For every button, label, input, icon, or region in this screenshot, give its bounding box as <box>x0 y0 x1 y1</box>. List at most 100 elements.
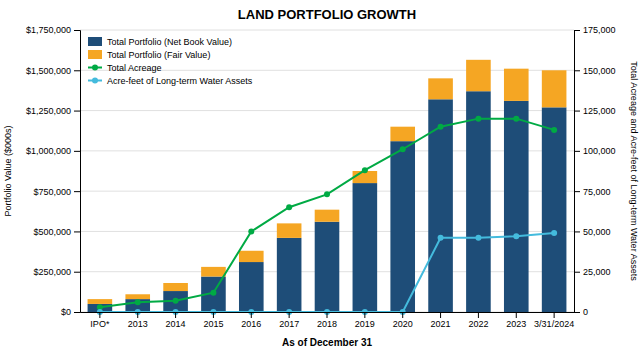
tick: 100,000 <box>574 146 616 156</box>
bar <box>390 141 415 312</box>
y2-axis: 025,00050,00075,000100,000125,000150,000… <box>574 25 616 317</box>
point <box>551 127 557 133</box>
grid-line <box>80 110 574 111</box>
tick: 2023 <box>506 312 526 329</box>
tick: 25,000 <box>574 267 611 277</box>
tick-mark <box>364 312 365 318</box>
legend-swatch <box>88 37 102 46</box>
tick: $1,250,000 <box>26 106 80 116</box>
tick-mark <box>516 312 517 318</box>
bar <box>277 238 302 312</box>
bar <box>315 222 340 312</box>
tick-mark <box>574 272 580 273</box>
point <box>135 299 141 305</box>
point <box>475 235 481 241</box>
tick-mark <box>99 312 100 318</box>
tick: 2022 <box>468 312 488 329</box>
tick: $1,500,000 <box>26 66 80 76</box>
tick-label: 2020 <box>393 319 413 329</box>
bar <box>277 223 302 238</box>
point <box>438 235 444 241</box>
legend-label: Acre-feet of Long-term Water Assets <box>107 76 253 86</box>
tick-mark <box>289 312 290 318</box>
legend-marker <box>92 65 98 71</box>
tick-label: 2022 <box>468 319 488 329</box>
tick-label: $500,000 <box>33 227 71 237</box>
tick: 2014 <box>166 312 186 329</box>
tick-mark <box>74 272 80 273</box>
tick: $500,000 <box>33 227 80 237</box>
tick-mark <box>213 312 214 318</box>
tick-label: 2018 <box>317 319 337 329</box>
point <box>210 290 216 296</box>
tick-mark <box>554 312 555 318</box>
tick-label: 50,000 <box>583 227 611 237</box>
tick: $1,000,000 <box>26 146 80 156</box>
tick-mark <box>74 30 80 31</box>
tick: 2019 <box>355 312 375 329</box>
tick-mark <box>402 312 403 318</box>
point <box>400 146 406 152</box>
bar <box>466 60 491 91</box>
tick: $250,000 <box>33 267 80 277</box>
line <box>100 119 554 308</box>
chart: IPO*201320142015201620172018201920202021… <box>0 0 640 352</box>
point <box>362 167 368 173</box>
tick: 50,000 <box>574 227 611 237</box>
tick-label: $1,000,000 <box>26 146 71 156</box>
grid-line <box>80 30 574 31</box>
legend-label: Total Acreage <box>107 63 162 73</box>
legend: Total Portfolio (Net Book Value) Total Po… <box>88 37 253 86</box>
legend-item: Total Portfolio (Fair Value) <box>88 50 210 60</box>
y2-axis-title: Total Acreage and Acre-feet of Long-term… <box>629 61 639 281</box>
tick-label: $250,000 <box>33 267 71 277</box>
bar <box>390 127 415 142</box>
tick: 3/31/2024 <box>534 312 574 329</box>
legend-marker <box>92 78 98 84</box>
bar <box>125 294 150 299</box>
tick-mark <box>574 30 580 31</box>
point <box>248 228 254 234</box>
point <box>513 233 519 239</box>
tick: 125,000 <box>574 106 616 116</box>
axis-line <box>74 31 81 313</box>
legend-label: Total Portfolio (Net Book Value) <box>107 37 232 47</box>
line-series <box>97 116 557 311</box>
tick: 175,000 <box>574 25 616 35</box>
tick: $0 <box>61 307 80 317</box>
tick-label: 2021 <box>431 319 451 329</box>
tick-label: $750,000 <box>33 187 71 197</box>
tick-mark <box>574 151 580 152</box>
grid <box>80 30 574 312</box>
tick-mark <box>74 312 80 313</box>
tick-label: 2013 <box>128 319 148 329</box>
tick: 2015 <box>203 312 223 329</box>
tick-label: $0 <box>61 307 71 317</box>
bar <box>542 70 567 107</box>
point <box>513 116 519 122</box>
tick-mark <box>251 312 252 318</box>
bar-series <box>88 60 567 304</box>
bar <box>88 299 113 304</box>
point <box>551 230 557 236</box>
point <box>286 204 292 210</box>
axis-line <box>575 31 581 313</box>
point <box>324 191 330 197</box>
tick-label: 3/31/2024 <box>534 319 574 329</box>
tick-mark <box>574 191 580 192</box>
tick-mark <box>440 312 441 318</box>
tick-label: $1,250,000 <box>26 106 71 116</box>
line <box>100 233 554 312</box>
grid-line <box>80 150 574 151</box>
bar <box>504 69 529 101</box>
title: LAND PORTFOLIO GROWTH <box>238 7 416 22</box>
tick: 2013 <box>128 312 148 329</box>
tick-mark <box>327 312 328 318</box>
bar <box>428 78 453 99</box>
tick-label: 2019 <box>355 319 375 329</box>
tick: $1,750,000 <box>26 25 80 35</box>
tick-label: 150,000 <box>583 66 616 76</box>
point <box>475 116 481 122</box>
tick-label: 75,000 <box>583 187 611 197</box>
bar <box>201 267 226 277</box>
